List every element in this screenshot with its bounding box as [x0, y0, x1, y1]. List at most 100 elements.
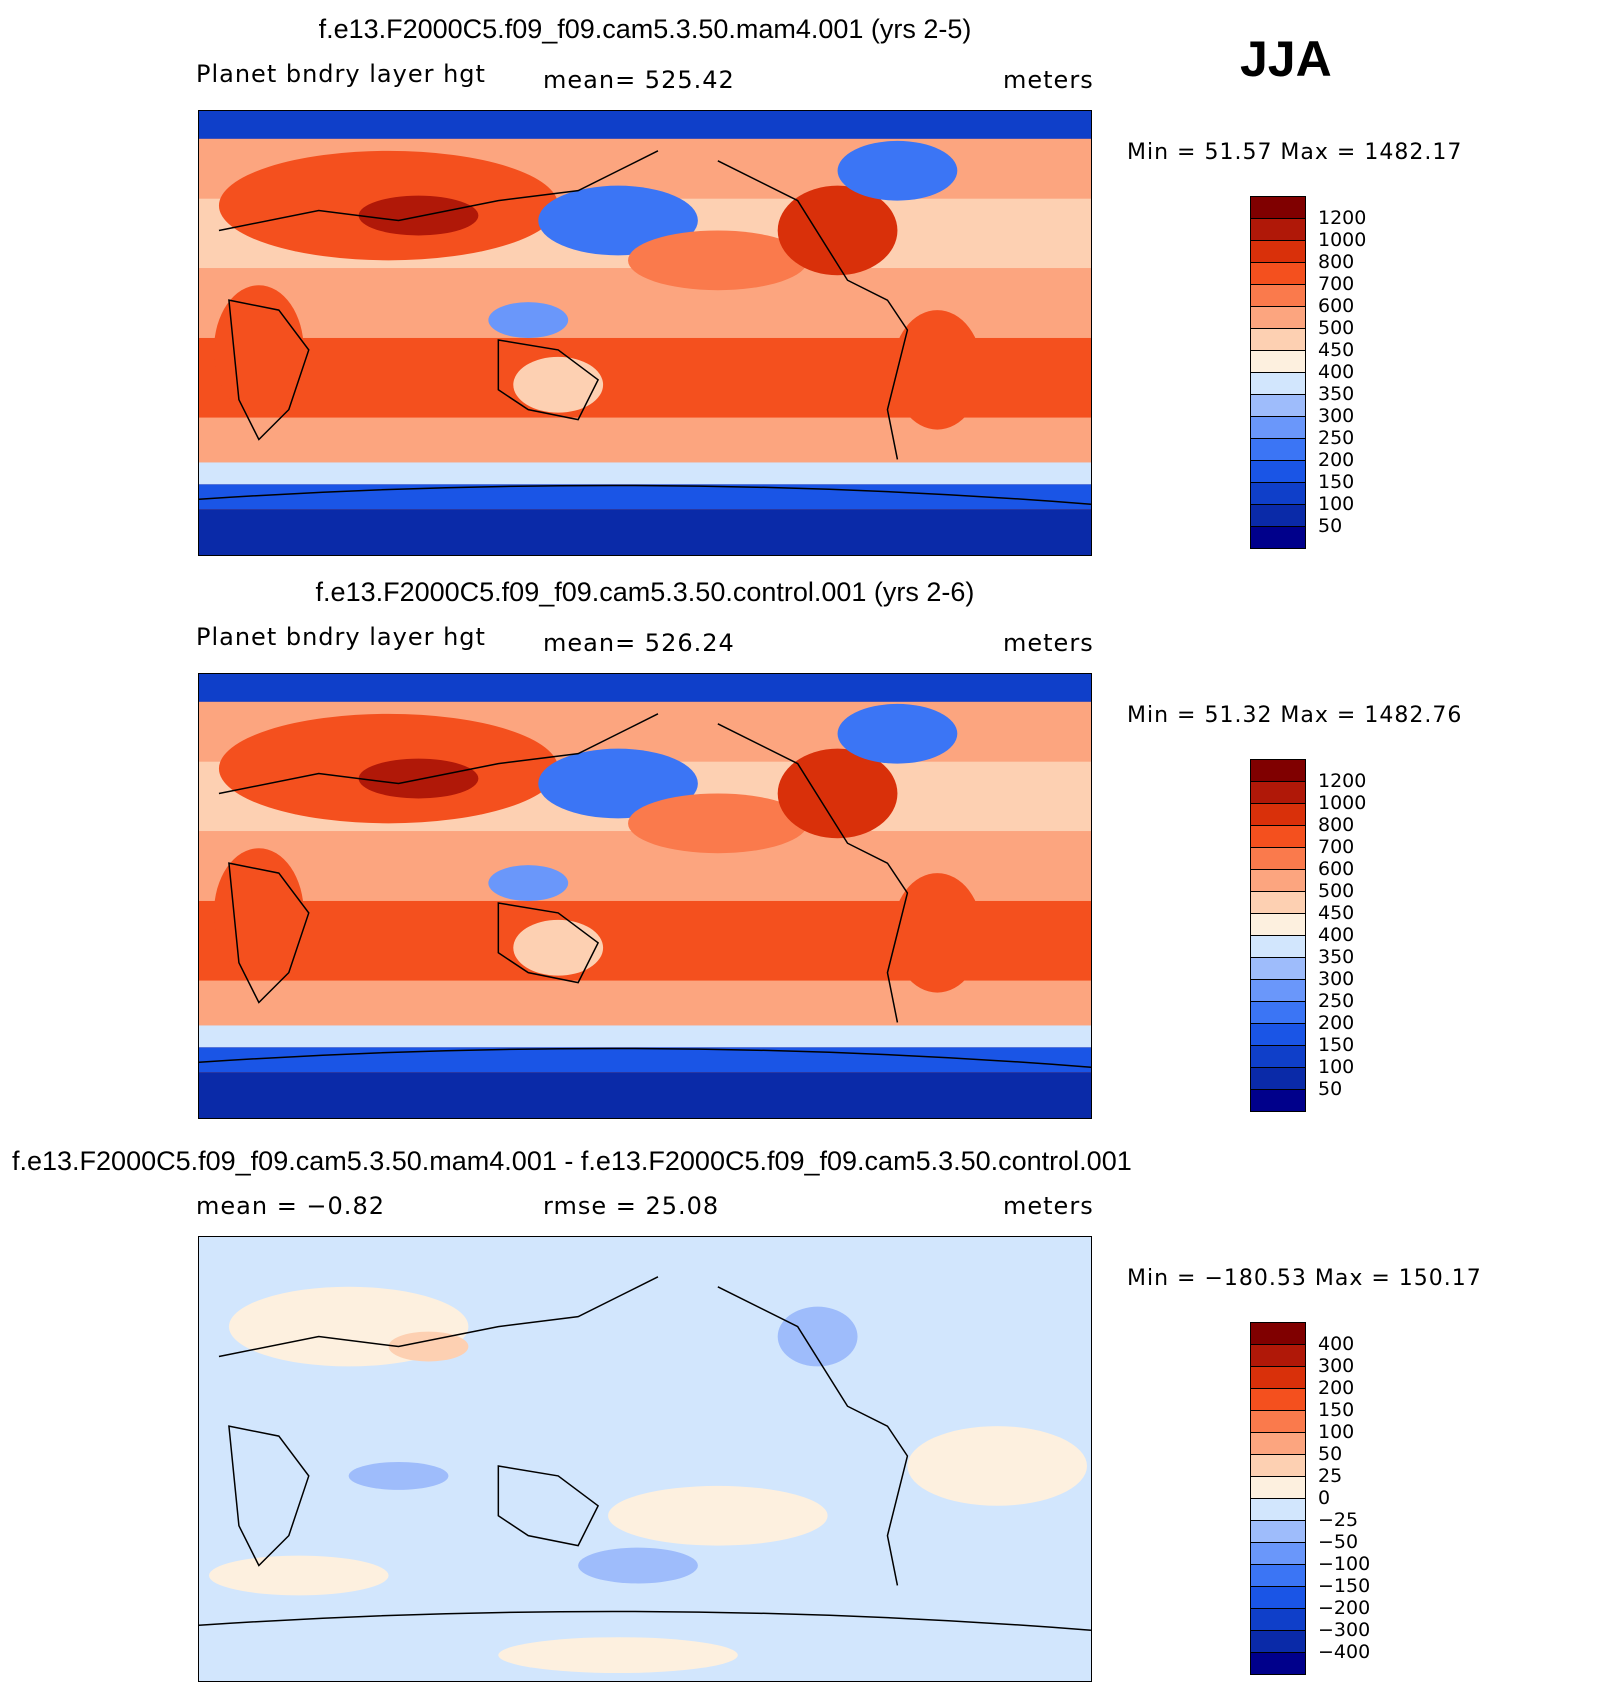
map-tibet [358, 758, 479, 799]
colorbar-swatch [1250, 306, 1306, 329]
map-africa [213, 285, 304, 415]
map-hudson [837, 703, 958, 764]
colorbar-swatch [1250, 825, 1306, 848]
map-diff-pos-6 [498, 1637, 738, 1674]
colorbar-label: 200 [1318, 1012, 1355, 1034]
panel-1-map-svg [199, 111, 1091, 555]
colorbar-label: 100 [1318, 1421, 1355, 1443]
map-band-antarctica [199, 1072, 1091, 1118]
colorbar-swatch [1250, 1344, 1306, 1367]
colorbar-label: 800 [1318, 814, 1355, 836]
colorbar-label: 100 [1318, 493, 1355, 515]
colorbar-label: 150 [1318, 471, 1355, 493]
colorbar-swatch [1250, 1023, 1306, 1046]
panel-1-map [198, 110, 1092, 556]
colorbar-swatch [1250, 284, 1306, 307]
colorbar-label: 400 [1318, 1333, 1355, 1355]
map-maritime [488, 302, 569, 338]
map-tibet [358, 195, 479, 236]
colorbar-swatch [1250, 1067, 1306, 1090]
map-band-antarctica [199, 509, 1091, 555]
colorbar-swatch [1250, 935, 1306, 958]
map-n-pacific [628, 793, 808, 854]
map-diff-pos-4 [388, 1331, 469, 1362]
colorbar-label: 350 [1318, 946, 1355, 968]
map-s-america [892, 310, 983, 430]
colorbar-swatch [1250, 218, 1306, 241]
colorbar-label: 1200 [1318, 207, 1367, 229]
colorbar-label: 50 [1318, 1443, 1343, 1465]
colorbar-label: −300 [1318, 1619, 1371, 1641]
panel-1-colorbar: 1200 1000 800 700 600 500 450 400 350 300 250 200 15… [1250, 196, 1366, 549]
map-australia [513, 356, 604, 413]
colorbar-label: 50 [1318, 515, 1343, 537]
panel-2-mean: mean= 526.24 [543, 629, 735, 657]
colorbar-label: −100 [1318, 1553, 1371, 1575]
colorbar-label: 100 [1318, 1056, 1355, 1078]
colorbar-swatch [1250, 1542, 1306, 1565]
panel-2-map [198, 673, 1092, 1119]
colorbar-label: 150 [1318, 1034, 1355, 1056]
map-band-south [199, 417, 1091, 463]
map-n-america [777, 748, 898, 839]
colorbar-label: 1200 [1318, 770, 1367, 792]
map-diff-pos-3 [907, 1426, 1088, 1506]
panel-1-variable: Planet bndry layer hgt [196, 60, 486, 88]
colorbar-label: −50 [1318, 1531, 1359, 1553]
colorbar-swatch [1250, 196, 1306, 219]
colorbar-label: 50 [1318, 1078, 1343, 1100]
colorbar-swatch [1250, 262, 1306, 285]
colorbar-label: 350 [1318, 383, 1355, 405]
panel-2-title: f.e13.F2000C5.f09_f09.cam5.3.50.control.… [315, 577, 975, 607]
colorbar-swatch [1250, 1388, 1306, 1411]
map-band-antarctic-ring [199, 1047, 1091, 1073]
colorbar-swatch [1250, 1045, 1306, 1068]
colorbar-label: −400 [1318, 1641, 1371, 1663]
panel-3-minmax: Min = −180.53 Max = 150.17 [1127, 1266, 1482, 1291]
colorbar-swatch [1250, 1322, 1306, 1345]
colorbar-swatch [1250, 869, 1306, 892]
map-diff-neg-1 [777, 1306, 858, 1367]
colorbar-swatch [1250, 240, 1306, 263]
colorbar-swatch [1250, 460, 1306, 483]
colorbar-label: 0 [1318, 1487, 1331, 1509]
colorbar-label: 400 [1318, 924, 1355, 946]
map-n-pacific [628, 230, 808, 291]
colorbar-label: 500 [1318, 880, 1355, 902]
panel-3-units: meters [1003, 1192, 1094, 1220]
colorbar-label: 800 [1318, 251, 1355, 273]
map-diff-neg-2 [578, 1547, 698, 1584]
panel-3-rmse: rmse = 25.08 [543, 1192, 720, 1220]
colorbar-swatch [1250, 482, 1306, 505]
colorbar-swatch [1250, 1564, 1306, 1587]
map-n-america [777, 185, 898, 276]
colorbar-swatch [1250, 328, 1306, 351]
colorbar-swatch [1250, 1476, 1306, 1499]
colorbar-swatch [1250, 416, 1306, 439]
map-diff-pos-2 [608, 1485, 828, 1546]
panel-3-colorbar: 400 300 200 150 100 50 25 0 −25 −50 −100 −150 −200 −3… [1250, 1322, 1370, 1675]
colorbar-label: 450 [1318, 339, 1355, 361]
colorbar-swatch [1250, 394, 1306, 417]
colorbar-label: 200 [1318, 1377, 1355, 1399]
colorbar-swatch [1250, 1608, 1306, 1631]
colorbar-label: −200 [1318, 1597, 1371, 1619]
colorbar-label: 700 [1318, 836, 1355, 858]
season-label: JJA [1240, 31, 1332, 87]
colorbar-swatch [1250, 803, 1306, 826]
colorbar-label: −25 [1318, 1509, 1359, 1531]
map-diff-neg-3 [348, 1461, 449, 1490]
panel-2-minmax: Min = 51.32 Max = 1482.76 [1127, 703, 1463, 728]
panel-3-map [198, 1236, 1092, 1682]
colorbar-swatch [1250, 1454, 1306, 1477]
colorbar-label: 25 [1318, 1465, 1343, 1487]
panel-1-title: f.e13.F2000C5.f09_f09.cam5.3.50.mam4.001… [318, 14, 972, 44]
panel-1-units: meters [1003, 66, 1094, 94]
colorbar-swatch [1250, 1586, 1306, 1609]
colorbar-swatch [1250, 1498, 1306, 1521]
map-band-antarctic-ring [199, 484, 1091, 510]
colorbar-swatch [1250, 1001, 1306, 1024]
colorbar-label: 500 [1318, 317, 1355, 339]
colorbar-label: 600 [1318, 295, 1355, 317]
map-band-arctic [199, 111, 1091, 139]
